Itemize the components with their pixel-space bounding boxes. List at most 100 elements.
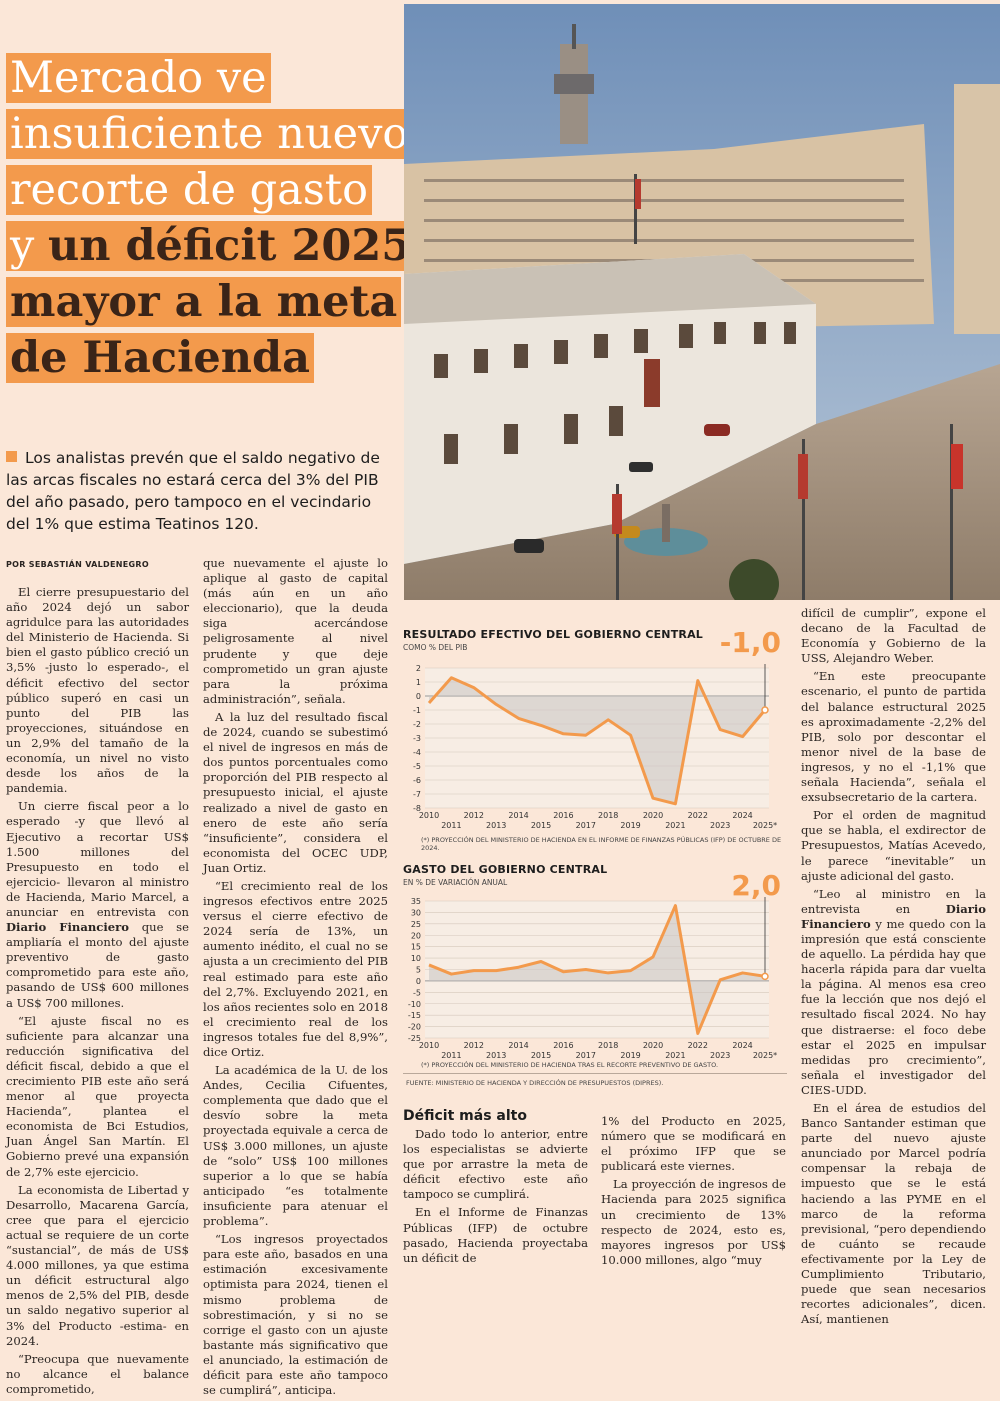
paragraph: “En este preocupante escenario, el punto… [801, 669, 986, 805]
chart-highlight-value: -1,0 [719, 626, 781, 659]
chart-plot: 210-1-2-3-4-5-6-7-8201020112012201320142… [413, 664, 777, 830]
paragraph: En el Informe de Finanzas Públicas (IFP)… [403, 1205, 588, 1265]
paragraph: La economista de Libertad y Desarrollo, … [6, 1182, 189, 1348]
x-tick-label: 2014 [508, 811, 528, 820]
x-tick-label: 2015 [531, 1051, 551, 1060]
y-tick-label: 0 [416, 692, 421, 701]
newspaper-page: Mercado ve insuficiente nuevo recorte de… [6, 4, 1000, 1397]
x-tick-label: 2020 [643, 811, 663, 820]
x-tick-label: 2018 [598, 811, 618, 820]
paragraph: Dado todo lo anterior, entre los especia… [403, 1127, 588, 1202]
x-tick-label: 2024 [732, 1041, 752, 1050]
x-tick-label: 2011 [441, 821, 461, 830]
x-tick-label: 2011 [441, 1051, 461, 1060]
x-tick-label: 2013 [486, 1051, 506, 1060]
article-column-2: que nuevamente el ajuste lo aplique al g… [203, 556, 388, 1401]
chart-note: (*) PROYECCIÓN DEL MINISTERIO DE HACIEND… [421, 836, 782, 852]
paragraph: 1% del Producto en 2025, número que se m… [601, 1114, 786, 1174]
paragraph: “Los ingresos proyectados para este año,… [203, 1232, 388, 1398]
chart-plot: 35302520151050-5-10-15-20-25201020112012… [408, 897, 777, 1060]
y-tick-label: 30 [411, 908, 421, 917]
x-tick-label: 2012 [464, 1041, 484, 1050]
y-tick-label: -8 [413, 804, 421, 813]
y-tick-label: -3 [413, 734, 421, 743]
data-point-last [761, 706, 769, 714]
x-tick-label: 2019 [620, 821, 640, 830]
y-tick-label: -25 [408, 1034, 421, 1043]
x-tick-label: 2021 [665, 821, 685, 830]
x-tick-label: 2014 [508, 1041, 528, 1050]
x-tick-label: 2019 [620, 1051, 640, 1060]
y-tick-label: 0 [416, 977, 421, 986]
y-tick-label: 10 [411, 954, 421, 963]
paragraph: La proyección de ingresos de Hacienda pa… [601, 1177, 786, 1267]
x-tick-label: 2022 [688, 811, 708, 820]
subheading: Déficit más alto [403, 1108, 527, 1124]
bullet-square-icon [6, 451, 17, 462]
data-point-last [761, 972, 769, 981]
chart-highlight-value: 2,0 [731, 869, 781, 902]
article-column-5: difícil de cumplir”, expone el decano de… [801, 606, 986, 1330]
headline-line-5: mayor a la meta [6, 277, 402, 327]
y-tick-label: -5 [413, 762, 421, 771]
paragraph: La académica de la U. de los Andes, Ceci… [203, 1063, 388, 1229]
series-line [427, 676, 767, 806]
x-tick-label: 2017 [576, 1051, 596, 1060]
headline-line-4: y un déficit 2025 [6, 221, 416, 271]
chart-title: RESULTADO EFECTIVO DEL GOBIERNO CENTRAL [403, 628, 704, 641]
y-tick-label: 5 [416, 966, 421, 975]
headline-line-6: de Hacienda [6, 333, 314, 383]
divider [403, 1073, 787, 1074]
x-tick-label: 2022 [688, 1041, 708, 1050]
article-column-4: 1% del Producto en 2025, número que se m… [601, 1114, 786, 1271]
x-tick-label: 2025* [753, 821, 777, 830]
x-tick-label: 2013 [486, 821, 506, 830]
y-tick-label: -2 [413, 720, 421, 729]
y-tick-label: 2 [416, 664, 421, 673]
x-tick-label: 2021 [665, 1051, 685, 1060]
paragraph: Un cierre fiscal peor a lo esperado -y q… [6, 799, 189, 1010]
y-tick-label: -4 [413, 748, 421, 757]
paragraph: “El ajuste fiscal no es suficiente para … [6, 1013, 189, 1179]
paragraph: Por el orden de magnitud que se habla, e… [801, 808, 986, 883]
x-tick-label: 2010 [419, 1041, 439, 1050]
x-tick-label: 2023 [710, 821, 730, 830]
headline-line-3: recorte de gasto [6, 165, 372, 215]
chart-gasto-gobierno: GASTO DEL GOBIERNO CENTRAL EN % DE VARIA… [403, 863, 787, 1073]
x-tick-label: 2017 [576, 821, 596, 830]
paragraph: “El crecimiento real de los ingresos efe… [203, 878, 388, 1059]
headline-line-1: Mercado ve [6, 53, 271, 103]
la-moneda-photo [404, 4, 1000, 600]
y-tick-label: 25 [411, 920, 421, 929]
x-tick-label: 2016 [553, 1041, 573, 1050]
chart-resultado-efectivo: RESULTADO EFECTIVO DEL GOBIERNO CENTRAL … [403, 626, 787, 852]
y-tick-label: 20 [411, 931, 421, 940]
paragraph: “Leo al ministro en la entrevista en Dia… [801, 886, 986, 1097]
x-tick-label: 2024 [732, 811, 752, 820]
chart-source: FUENTE: MINISTERIO DE HACIENDA Y DIRECCI… [406, 1079, 664, 1087]
x-tick-label: 2023 [710, 1051, 730, 1060]
paragraph: que nuevamente el ajuste lo aplique al g… [203, 556, 388, 706]
headline-line-2: insuficiente nuevo [6, 109, 413, 159]
x-tick-label: 2018 [598, 1041, 618, 1050]
x-tick-label: 2016 [553, 811, 573, 820]
x-tick-label: 2025* [753, 1051, 777, 1060]
x-tick-label: 2020 [643, 1041, 663, 1050]
lead-paragraph: Los analistas prevén que el saldo negati… [6, 449, 380, 533]
paragraph: difícil de cumplir”, expone el decano de… [801, 606, 986, 666]
y-tick-label: -10 [408, 1000, 421, 1009]
chart-subtitle: COMO % DEL PIB [403, 643, 468, 652]
y-tick-label: -20 [408, 1023, 421, 1032]
y-tick-label: -7 [413, 790, 421, 799]
y-tick-label: 1 [416, 678, 421, 687]
y-tick-label: -1 [413, 706, 421, 715]
article-column-1: El cierre presupuestario del año 2024 de… [6, 585, 189, 1400]
chart-note: (*) PROYECCIÓN DEL MINISTERIO DE HACIEND… [421, 1061, 719, 1069]
x-tick-label: 2015 [531, 821, 551, 830]
paragraph: En el área de estudios del Banco Santand… [801, 1101, 986, 1327]
x-tick-label: 2010 [419, 811, 439, 820]
byline: POR SEBASTIÁN VALDENEGRO [6, 560, 149, 569]
y-tick-label: -15 [408, 1011, 421, 1020]
chart-subtitle: EN % DE VARIACIÓN ANUAL [403, 878, 508, 887]
series-line [428, 904, 766, 1035]
